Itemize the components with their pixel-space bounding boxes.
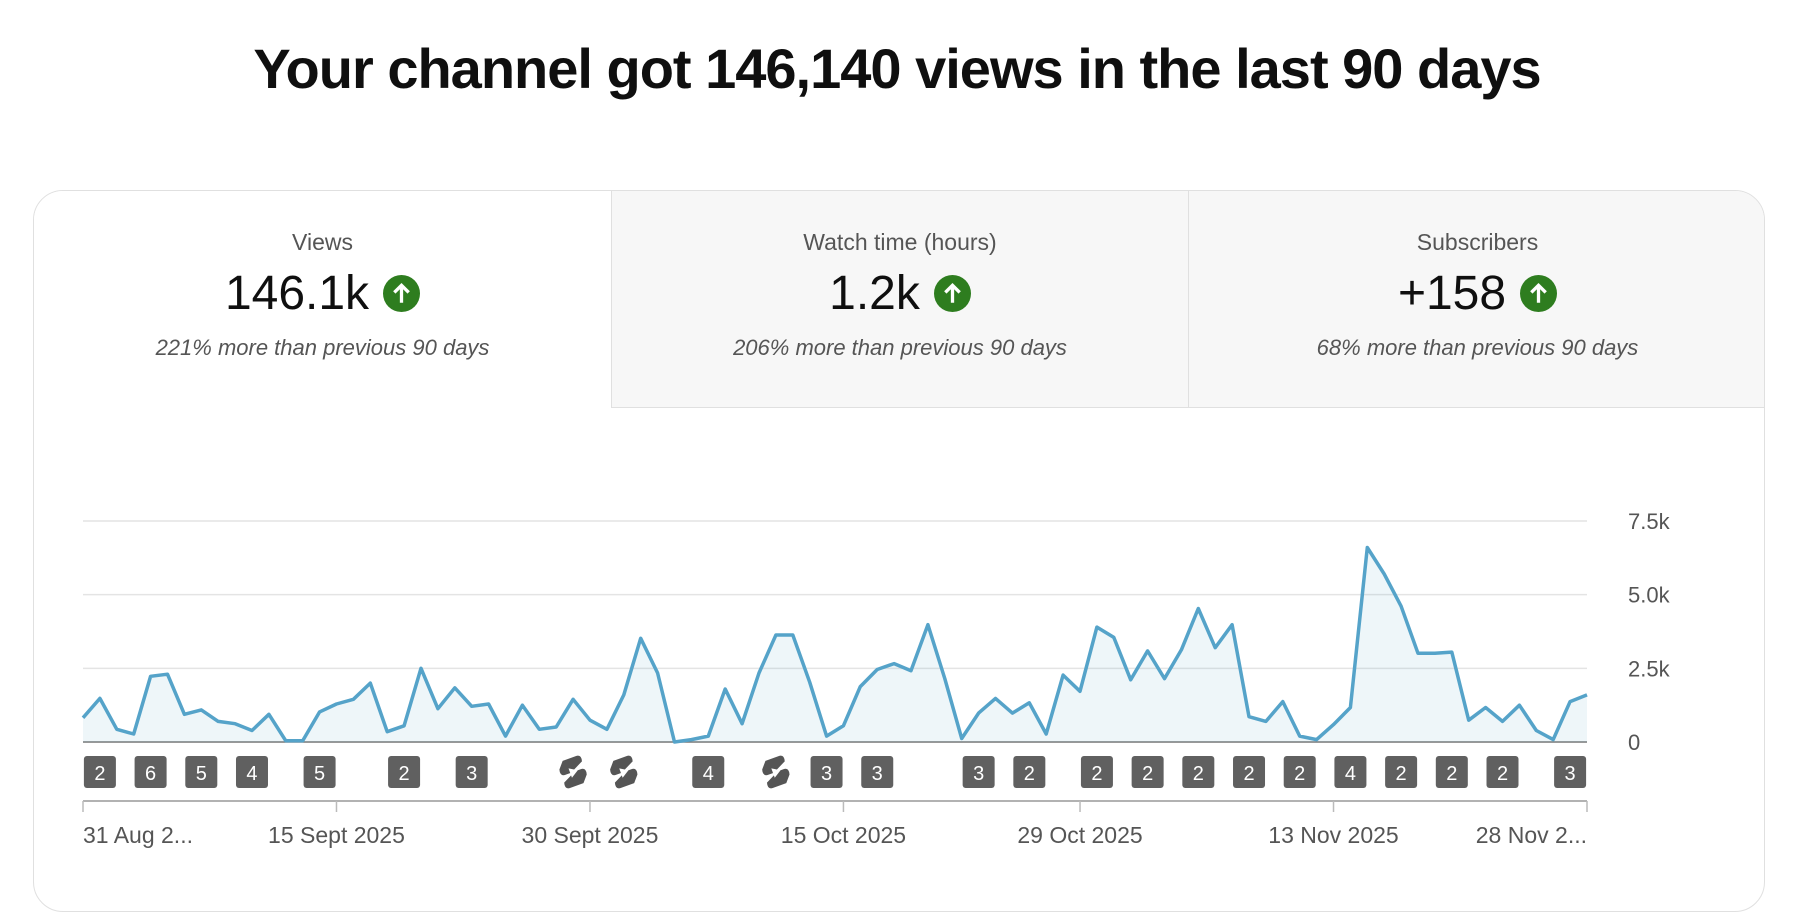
- upload-count: 3: [466, 763, 477, 785]
- upload-count: 2: [1142, 763, 1153, 785]
- tab-note: 221% more than previous 90 days: [155, 335, 490, 360]
- upload-count: 4: [246, 763, 257, 785]
- y-tick-label: 7.5k: [1628, 509, 1671, 534]
- upload-count: 2: [1294, 763, 1305, 785]
- analytics-card: Views 146.1k 221% more than previous 90 …: [33, 190, 1765, 912]
- upload-badge: [1334, 756, 1367, 788]
- upload-badge: [1013, 756, 1046, 788]
- upload-badge: [134, 756, 167, 788]
- upload-badge: [185, 756, 218, 788]
- tab-label: Watch time (hours): [803, 229, 997, 255]
- upload-badge: [455, 756, 488, 788]
- upload-badge: [1233, 756, 1266, 788]
- upload-badge: [1554, 756, 1587, 788]
- upload-count: 2: [1446, 763, 1457, 785]
- upload-count: 5: [314, 763, 325, 785]
- upload-count: 4: [703, 763, 714, 785]
- shorts-shape: [610, 755, 638, 789]
- up-icon: [383, 275, 421, 312]
- page-title: Your channel got 146,140 views in the la…: [253, 37, 1541, 100]
- upload-count: 2: [1193, 763, 1204, 785]
- line: [81, 545, 1588, 744]
- shorts-play: [568, 768, 578, 778]
- upload-count: 2: [1024, 763, 1035, 785]
- shorts-play: [771, 768, 781, 778]
- upload-badge: [1283, 756, 1316, 788]
- upload-count: 5: [196, 763, 207, 785]
- upload-count: 3: [973, 763, 984, 785]
- subscribers-tab[interactable]: Subscribers +158 68% more than previous …: [1188, 191, 1764, 408]
- shorts-play: [619, 768, 629, 778]
- x-tick-label: 13 Nov 2025: [1268, 822, 1398, 848]
- upload-badge: [861, 756, 894, 788]
- upload-badge: [692, 756, 725, 788]
- upload-badge: [1131, 756, 1164, 788]
- tab-value: 1.2k: [829, 267, 920, 320]
- watch-time-tab[interactable]: Watch time (hours) 1.2k 206% more than p…: [611, 191, 1188, 408]
- shorts-icon: [762, 755, 790, 789]
- upload-count: 2: [1396, 763, 1407, 785]
- up-icon: [1520, 275, 1558, 312]
- upload-count: 2: [94, 763, 105, 785]
- tab-value-row: +158: [1189, 266, 1764, 321]
- area: [83, 547, 1587, 742]
- upload-badge: [1486, 756, 1519, 788]
- upload-count: 3: [872, 763, 883, 785]
- x-tick-label: 15 Sept 2025: [268, 822, 405, 848]
- x-tick-label: 30 Sept 2025: [522, 822, 659, 848]
- upload-badge: [1435, 756, 1468, 788]
- x-tick-label: 15 Oct 2025: [781, 822, 906, 848]
- shorts-shape: [762, 755, 790, 789]
- tab-value-row: 146.1k: [34, 266, 611, 321]
- upload-badge: [303, 756, 336, 788]
- y-tick-label: 0: [1628, 730, 1640, 755]
- x-tick-label: 28 Nov 2...: [1476, 822, 1587, 848]
- tab-note: 68% more than previous 90 days: [1316, 335, 1639, 360]
- y-tick-label: 2.5k: [1628, 656, 1671, 681]
- upload-badge: [1182, 756, 1215, 788]
- views-tab[interactable]: Views 146.1k 221% more than previous 90 …: [34, 191, 611, 408]
- tab-value: 146.1k: [224, 267, 370, 320]
- tab-label: Views: [292, 229, 353, 255]
- upload-badge: [235, 756, 268, 788]
- chart: 0 2.5k 5.0k 7.5k 2 6 5 4 5 2 3 4 3 3 3 2 2 2 2 2 2 4 2 2 2 3 31 Au…: [81, 509, 1671, 848]
- shorts-icon: [559, 755, 587, 789]
- upload-count: 2: [399, 763, 410, 785]
- x-tick-label: 29 Oct 2025: [1017, 822, 1142, 848]
- shorts-icon: [610, 755, 638, 789]
- upload-badge: [1385, 756, 1418, 788]
- shorts-shape: [559, 755, 587, 789]
- tab-note: 206% more than previous 90 days: [733, 335, 1067, 360]
- upload-badge: [810, 756, 843, 788]
- upload-badge: [83, 756, 116, 788]
- upload-count: 2: [1497, 763, 1508, 785]
- page: Your channel got 146,140 views in the la…: [33, 37, 1765, 912]
- upload-count: 3: [821, 763, 832, 785]
- y-tick-label: 5.0k: [1628, 583, 1671, 608]
- upload-badge: [1080, 756, 1113, 788]
- upload-count: 4: [1345, 763, 1356, 785]
- upload-badge: [388, 756, 421, 788]
- tab-value: +158: [1397, 267, 1507, 320]
- upload-count: 2: [1091, 763, 1102, 785]
- upload-count: 2: [1243, 763, 1254, 785]
- upload-count: 3: [1565, 763, 1576, 785]
- upload-count: 6: [145, 763, 156, 785]
- up-icon: [933, 275, 971, 312]
- upload-badge: [962, 756, 995, 788]
- tab-value-row: 1.2k: [612, 266, 1188, 321]
- tab-label: Subscribers: [1416, 229, 1539, 255]
- x-tick-label: 31 Aug 2...: [83, 822, 193, 848]
